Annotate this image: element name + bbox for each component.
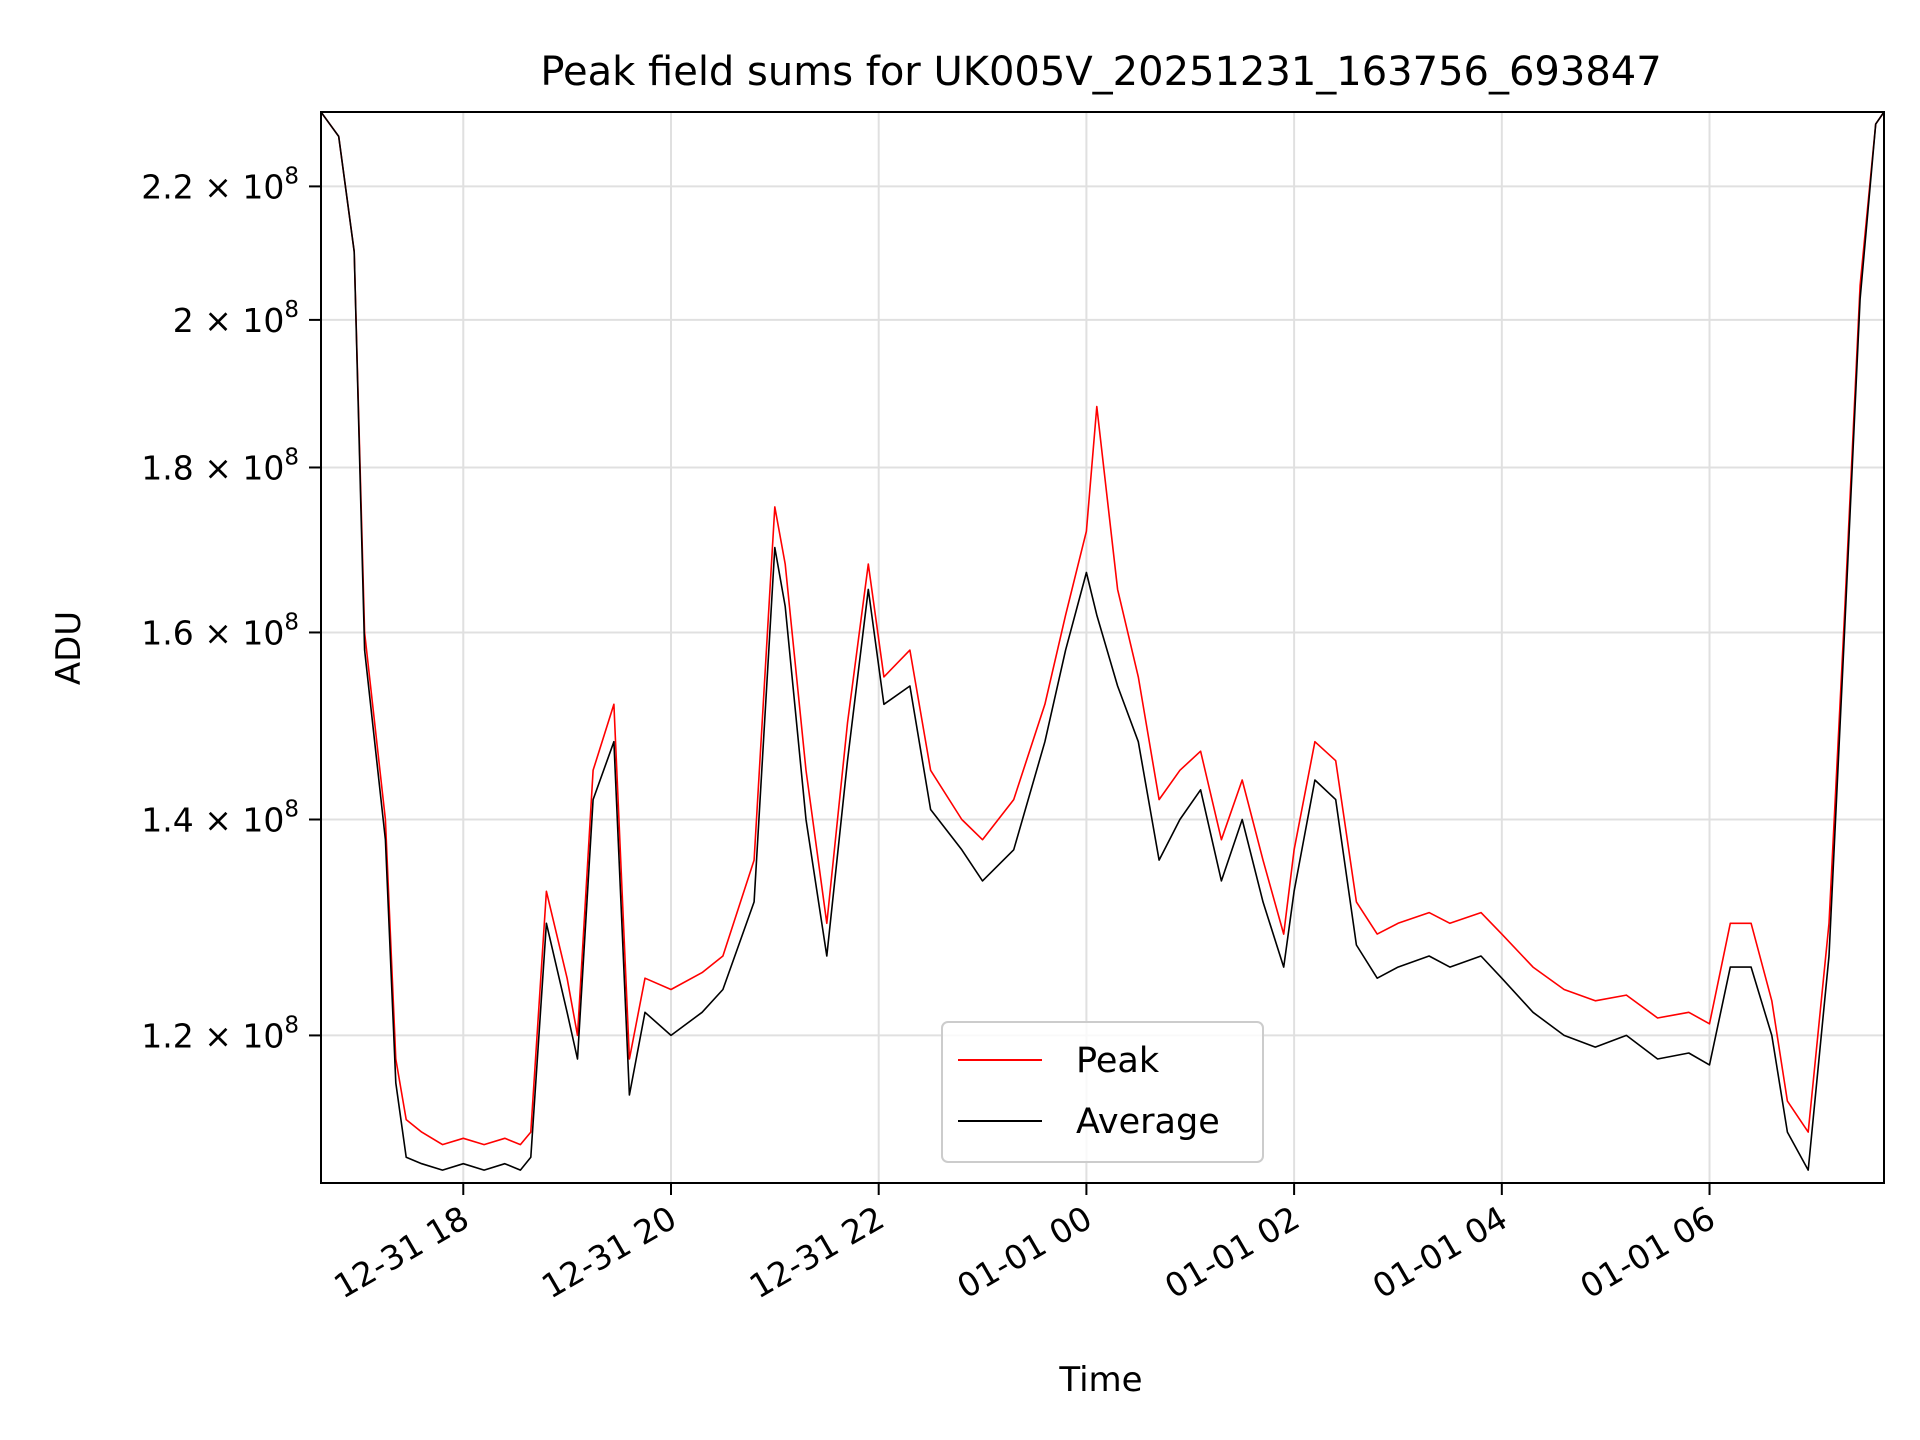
y-tick-label: 2.2 × 108 [141, 163, 299, 206]
x-axis-label: Time [1058, 1360, 1142, 1400]
y-tick-label: 1.4 × 108 [141, 796, 299, 839]
y-tick-label: 1.6 × 108 [141, 609, 299, 652]
grid [321, 112, 1884, 1183]
y-axis-label: ADU [49, 611, 89, 685]
plot-frame [320, 111, 1885, 1184]
series-line-peak [320, 111, 1885, 1146]
legend-box [941, 1021, 1264, 1163]
chart-title: Peak field sums for UK005V_20251231_1637… [540, 49, 1661, 95]
series-line-average [320, 111, 1885, 1171]
y-tick-label: 2 × 108 [173, 297, 299, 340]
y-axis: 1.2 × 108 1.4 × 108 1.6 × 108 1.8 × 108 2 × … [141, 163, 321, 1055]
legend: Peak Average [941, 1021, 1264, 1163]
y-tick-label: 1.2 × 108 [141, 1012, 299, 1055]
legend-label-average: Average [1076, 1102, 1220, 1142]
legend-label-peak: Peak [1076, 1041, 1160, 1081]
series-layer [320, 111, 1885, 1171]
y-tick-label: 1.8 × 108 [141, 444, 299, 487]
